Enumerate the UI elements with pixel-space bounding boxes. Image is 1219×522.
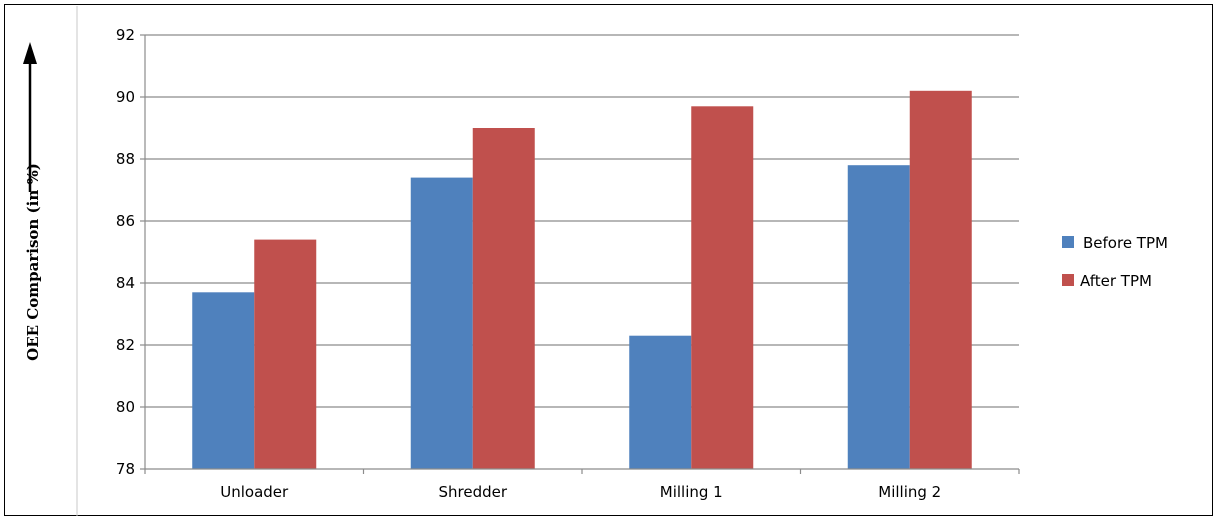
y-arrow-head bbox=[23, 42, 37, 64]
legend-label: After TPM bbox=[1080, 272, 1152, 290]
x-tick-label: Milling 2 bbox=[878, 483, 941, 501]
bar-after-tpm-milling-1 bbox=[691, 106, 754, 470]
legend-label: Before TPM bbox=[1083, 234, 1168, 252]
bar-after-tpm-milling-2 bbox=[909, 90, 972, 470]
bar-after-tpm-shredder bbox=[472, 128, 535, 469]
x-tick-label: Milling 1 bbox=[660, 483, 723, 501]
axes bbox=[140, 34, 1020, 474]
bars bbox=[192, 90, 972, 470]
y-tick-label: 80 bbox=[116, 398, 135, 416]
legend: Before TPM After TPM bbox=[1062, 234, 1168, 290]
y-tick-label: 78 bbox=[116, 460, 135, 478]
bar-before-tpm-unloader bbox=[192, 292, 255, 469]
tick-labels: 78 80 82 84 86 88 90 92 Unloader Shredder Milling … bbox=[116, 26, 941, 501]
chart-frame bbox=[4, 4, 1213, 516]
y-axis-label-group: OEE Comparison (in %) bbox=[23, 6, 78, 516]
y-tick-label: 88 bbox=[116, 150, 135, 168]
y-tick-label: 86 bbox=[116, 212, 135, 230]
y-axis-label: OEE Comparison (in %) bbox=[24, 163, 42, 361]
legend-swatch bbox=[1062, 274, 1074, 286]
legend-swatch bbox=[1062, 236, 1074, 248]
y-tick-label: 90 bbox=[116, 88, 135, 106]
bar-before-tpm-milling-1 bbox=[629, 335, 692, 469]
bar-before-tpm-milling-2 bbox=[847, 165, 910, 469]
bar-after-tpm-unloader bbox=[254, 239, 317, 469]
y-tick-label: 84 bbox=[116, 274, 135, 292]
x-tick-label: Unloader bbox=[220, 483, 289, 501]
bar-before-tpm-shredder bbox=[410, 177, 473, 469]
y-tick-label: 92 bbox=[116, 26, 135, 44]
x-tick-label: Shredder bbox=[438, 483, 507, 501]
y-tick-label: 82 bbox=[116, 336, 135, 354]
